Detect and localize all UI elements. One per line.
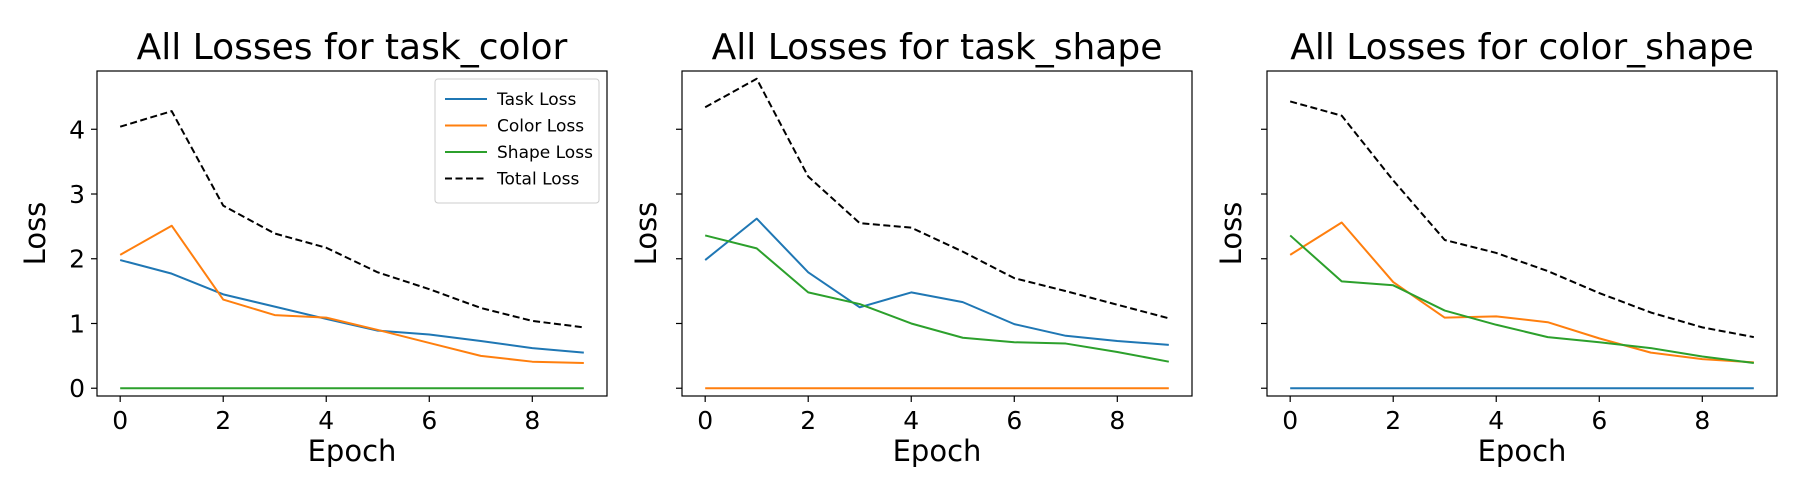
x-tick-label: 4 — [1488, 406, 1504, 435]
x-tick-label: 2 — [1385, 406, 1401, 435]
chart-panel-2: All Losses for task_shape 0 2 4 6 8 Epoch Loss — [629, 27, 1193, 468]
x-axis-label: Epoch — [893, 434, 982, 468]
y-axis-label: Loss — [629, 202, 663, 266]
y-axis-label: Loss — [18, 202, 52, 266]
series-line-task-loss — [119, 259, 584, 354]
legend-label: Shape Loss — [497, 143, 593, 163]
chart-title: All Losses for task_color — [137, 27, 568, 68]
y-tick-label: 4 — [69, 115, 85, 144]
x-tick-label: 2 — [215, 406, 231, 435]
x-tick-label: 4 — [318, 406, 334, 435]
x-tick-label: 6 — [1591, 406, 1607, 435]
legend-label: Total Loss — [496, 170, 580, 190]
x-tick-label: 4 — [903, 406, 919, 435]
x-tick-label: 0 — [1282, 406, 1298, 435]
chart-title: All Losses for task_shape — [712, 27, 1163, 68]
x-tick-label: 6 — [1006, 406, 1022, 435]
x-tick-label: 0 — [112, 406, 128, 435]
plot-frame — [681, 70, 1193, 397]
series-line-shape-loss — [1289, 234, 1754, 364]
series-line-total-loss — [1289, 100, 1755, 339]
x-axis-label: Epoch — [308, 434, 397, 468]
x-tick-label: 8 — [524, 406, 540, 435]
y-tick-label: 1 — [69, 309, 85, 338]
x-tick-label: 6 — [421, 406, 437, 435]
series-line-shape-loss — [704, 234, 1170, 363]
y-axis-label: Loss — [1214, 202, 1248, 266]
series-line-total-loss — [704, 77, 1170, 320]
plot-frame — [1266, 70, 1778, 397]
legend: Task Loss Color Loss Shape Loss Total Loss — [434, 78, 600, 204]
y-tick-label: 0 — [69, 374, 85, 403]
series-line-color-loss — [1289, 221, 1754, 364]
chart-title: All Losses for color_shape — [1290, 27, 1754, 68]
series-line-task-loss — [704, 217, 1169, 346]
x-tick-label: 0 — [697, 406, 713, 435]
y-tick-label: 2 — [69, 245, 85, 274]
y-tick-label: 3 — [69, 180, 85, 209]
series-line-total-loss — [119, 110, 584, 329]
x-tick-label: 8 — [1109, 406, 1125, 435]
legend-box — [434, 78, 600, 204]
x-tick-label: 2 — [800, 406, 816, 435]
plot-frame — [96, 70, 608, 397]
legend-label: Task Loss — [496, 90, 577, 110]
chart-panel-3: All Losses for color_shape 0 2 4 6 8 Epoch Loss — [1214, 27, 1778, 468]
x-tick-label: 8 — [1694, 406, 1710, 435]
legend-label: Color Loss — [497, 117, 584, 137]
x-axis-label: Epoch — [1478, 434, 1567, 468]
series-line-color-loss — [119, 224, 584, 364]
